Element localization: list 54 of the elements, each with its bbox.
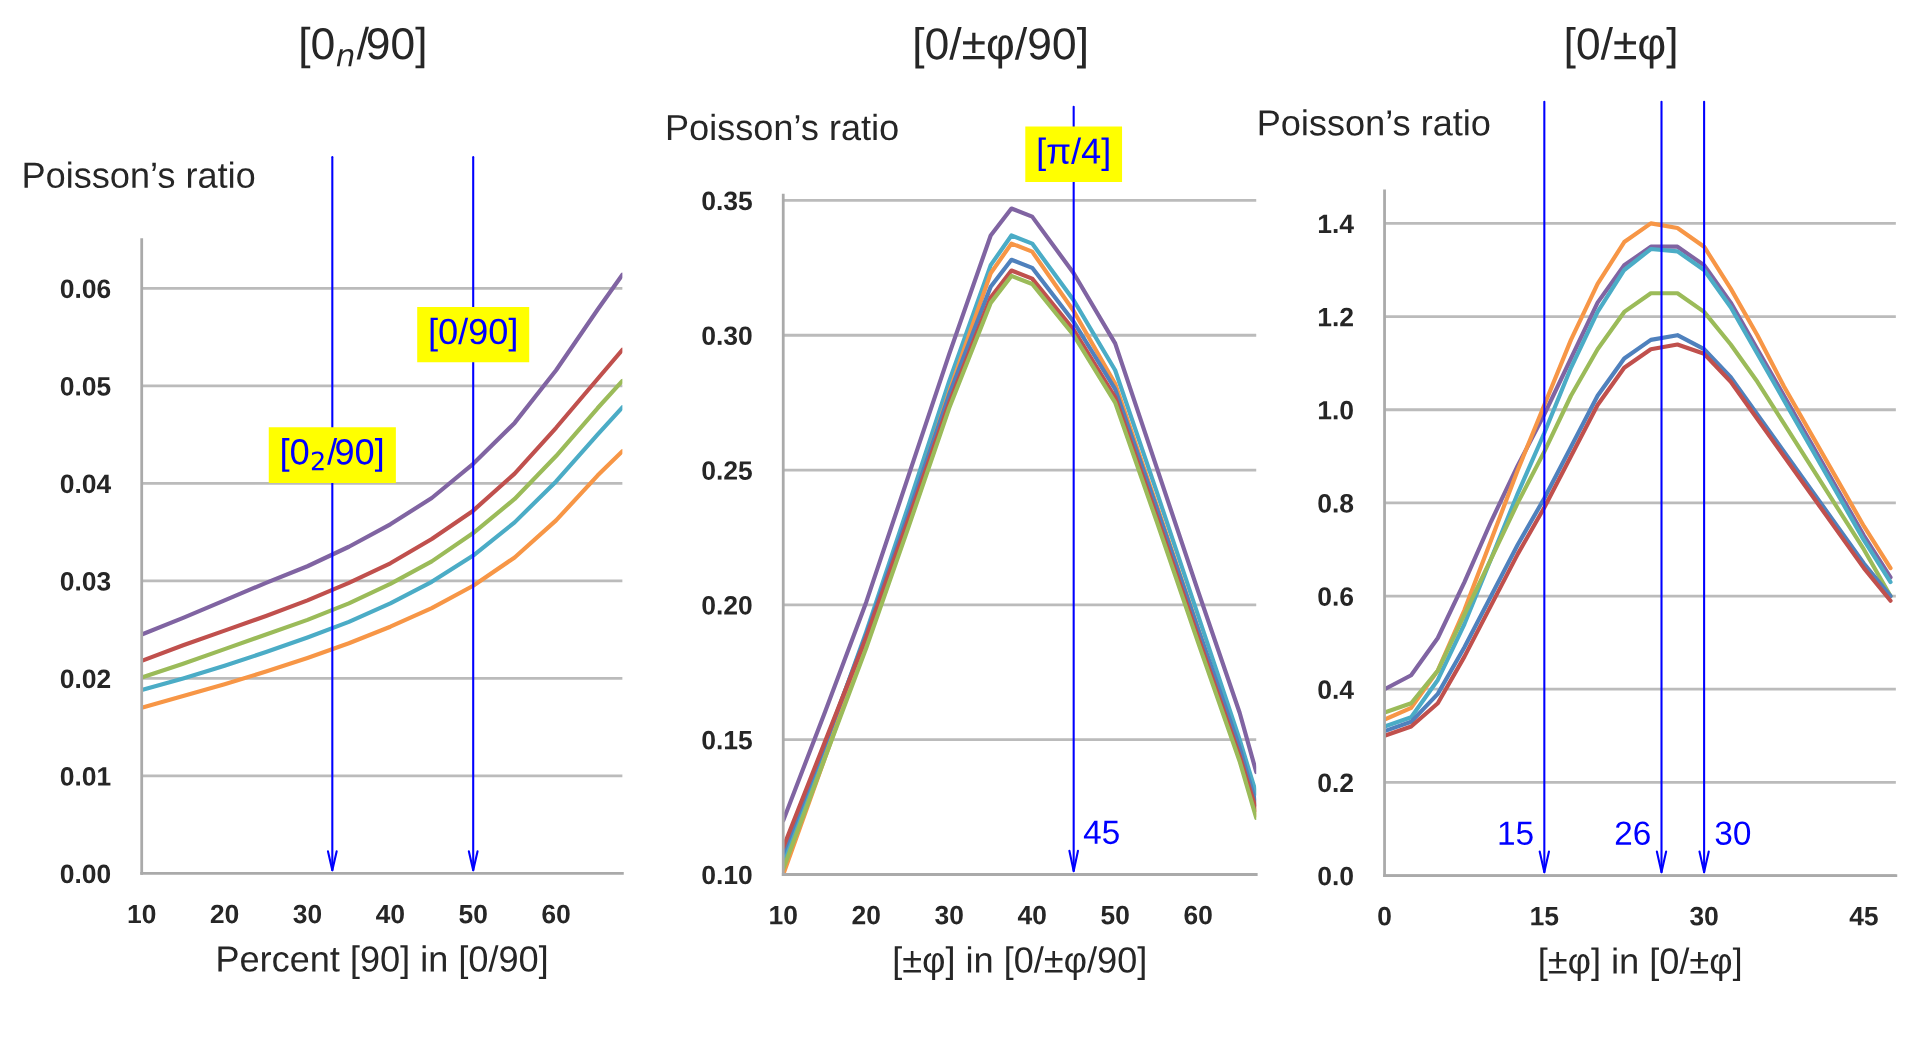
ref-line-label: 26 — [1615, 821, 1650, 845]
x-tick-label: 20 — [210, 904, 239, 924]
annotation: [0/90] — [430, 317, 516, 352]
ref-line-label: 45 — [1083, 820, 1119, 845]
x-axis-title: [±φ] in [0/±φ/90] — [894, 946, 1145, 980]
ref-line-label: 30 — [1715, 821, 1751, 845]
annotation: [0$_{2}$/90] — [282, 438, 383, 472]
y-tick-label: 0.6 — [1318, 587, 1354, 606]
y-tick-label: 0.04 — [60, 474, 112, 494]
chart-title: [0$_{n}$/90] — [301, 26, 425, 69]
x-tick-label: 60 — [542, 904, 570, 924]
x-tick-label: 10 — [770, 905, 797, 925]
y-tick-label: 0.0 — [1318, 866, 1353, 886]
y-tick-label: 0.00 — [60, 864, 111, 884]
y-axis-title: Poisson’s ratio — [24, 161, 255, 189]
y-axis-title: Poisson’s ratio — [1259, 109, 1490, 136]
y-tick-label: 1.2 — [1318, 307, 1353, 327]
line-series — [141, 272, 623, 637]
x-tick-label: 15 — [1531, 907, 1559, 926]
x-tick-label: 60 — [1184, 905, 1212, 925]
y-tick-label: 0.2 — [1318, 773, 1353, 793]
y-tick-label: 1.4 — [1318, 214, 1354, 233]
x-tick-label: 10 — [128, 904, 156, 924]
text: [π/4] — [1038, 137, 1109, 172]
y-tick-label: 1.0 — [1318, 400, 1353, 420]
x-tick-label: 40 — [1017, 905, 1046, 925]
x-tick-label: 50 — [1101, 905, 1129, 925]
ref-line-label: 15 — [1499, 821, 1533, 845]
y-tick-label: 0.03 — [60, 572, 111, 591]
y-axis-title: Poisson’s ratio — [667, 113, 898, 141]
y-tick-label: 0.02 — [60, 669, 111, 689]
y-tick-label: 0.4 — [1318, 680, 1354, 700]
x-tick-label: 30 — [293, 904, 322, 924]
x-axis-title: Percent [90] in [0/90] — [218, 945, 547, 979]
x-tick-label: 40 — [376, 904, 404, 924]
y-tick-label: 0.05 — [60, 376, 111, 396]
y-tick-label: 0.01 — [60, 767, 111, 786]
y-tick-label: 0.8 — [1318, 494, 1354, 513]
y-tick-label: 0.20 — [702, 596, 752, 615]
x-tick-label: 30 — [935, 905, 963, 925]
y-tick-label: 0.25 — [702, 461, 752, 480]
x-tick-label: 0 — [1378, 906, 1391, 926]
x-tick-label: 30 — [1690, 906, 1718, 926]
x-axis-title: [±φ] in [0/±φ] — [1540, 947, 1741, 982]
y-tick-label: 0.06 — [60, 279, 111, 299]
x-tick-label: 45 — [1849, 907, 1878, 926]
y-tick-label: 0.30 — [702, 326, 752, 346]
chart-title: [0/±φ/90] — [915, 26, 1086, 69]
y-tick-label: 0.10 — [702, 865, 752, 885]
x-tick-label: 20 — [852, 905, 880, 925]
y-tick-label: 0.15 — [702, 730, 752, 750]
chart-title: [0/±φ] — [1566, 26, 1676, 69]
x-tick-label: 50 — [459, 904, 487, 924]
y-tick-label: 0.35 — [702, 191, 752, 211]
